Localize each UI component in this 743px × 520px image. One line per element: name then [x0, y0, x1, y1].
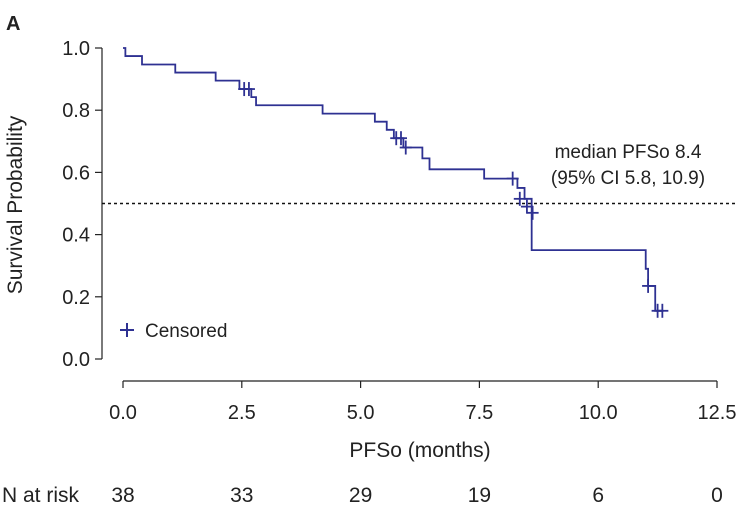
- y-tick-label: 0.2: [62, 287, 90, 309]
- legend: Censored: [120, 321, 227, 342]
- median-annotation-line1: median PFSo 8.4: [555, 142, 702, 163]
- x-tick-label: 5.0: [347, 402, 375, 424]
- axes: 0.0 0.2 0.4 0.6 0.8 1.0 0.0 2.5 5.0 7.5 10.0 12.5: [62, 38, 736, 424]
- x-tick-label: 7.5: [465, 402, 493, 424]
- censor-mark: [242, 82, 255, 97]
- median-annotation-line2: (95% CI 5.8, 10.9): [551, 168, 705, 189]
- risk-value: 33: [230, 484, 253, 507]
- y-tick-label: 0.0: [62, 349, 90, 371]
- y-tick-label: 0.8: [62, 100, 90, 122]
- x-tick-label: 2.5: [228, 402, 256, 424]
- plot-area: [102, 47, 737, 318]
- censor-mark: [526, 205, 539, 220]
- risk-value: 6: [592, 484, 604, 507]
- censor-mark: [520, 199, 533, 214]
- censor-mark: [642, 278, 655, 293]
- censor-mark: [656, 303, 669, 318]
- risk-value: 29: [349, 484, 372, 507]
- x-tick-label: 12.5: [698, 402, 737, 424]
- censor-mark: [394, 131, 407, 146]
- risk-table: N at risk 38 33 29 19 6 0: [2, 484, 723, 507]
- y-axis-label: Survival Probability: [4, 115, 27, 294]
- legend-censor-marker: [120, 323, 134, 337]
- censor-mark: [506, 171, 519, 186]
- risk-value: 38: [111, 484, 134, 507]
- panel-label: A: [6, 13, 20, 35]
- survival-curve: [123, 47, 663, 312]
- y-tick-label: 0.6: [62, 162, 90, 184]
- y-tick-label: 1.0: [62, 38, 90, 60]
- x-tick-label: 10.0: [579, 402, 618, 424]
- x-axis-label: PFSo (months): [349, 439, 490, 462]
- censor-mark: [513, 191, 526, 206]
- y-tick-label: 0.4: [62, 225, 90, 247]
- risk-table-label: N at risk: [2, 484, 80, 507]
- legend-label: Censored: [145, 321, 227, 342]
- censor-mark: [399, 140, 412, 155]
- risk-value: 19: [468, 484, 491, 507]
- risk-value: 0: [711, 484, 723, 507]
- x-tick-label: 0.0: [109, 402, 137, 424]
